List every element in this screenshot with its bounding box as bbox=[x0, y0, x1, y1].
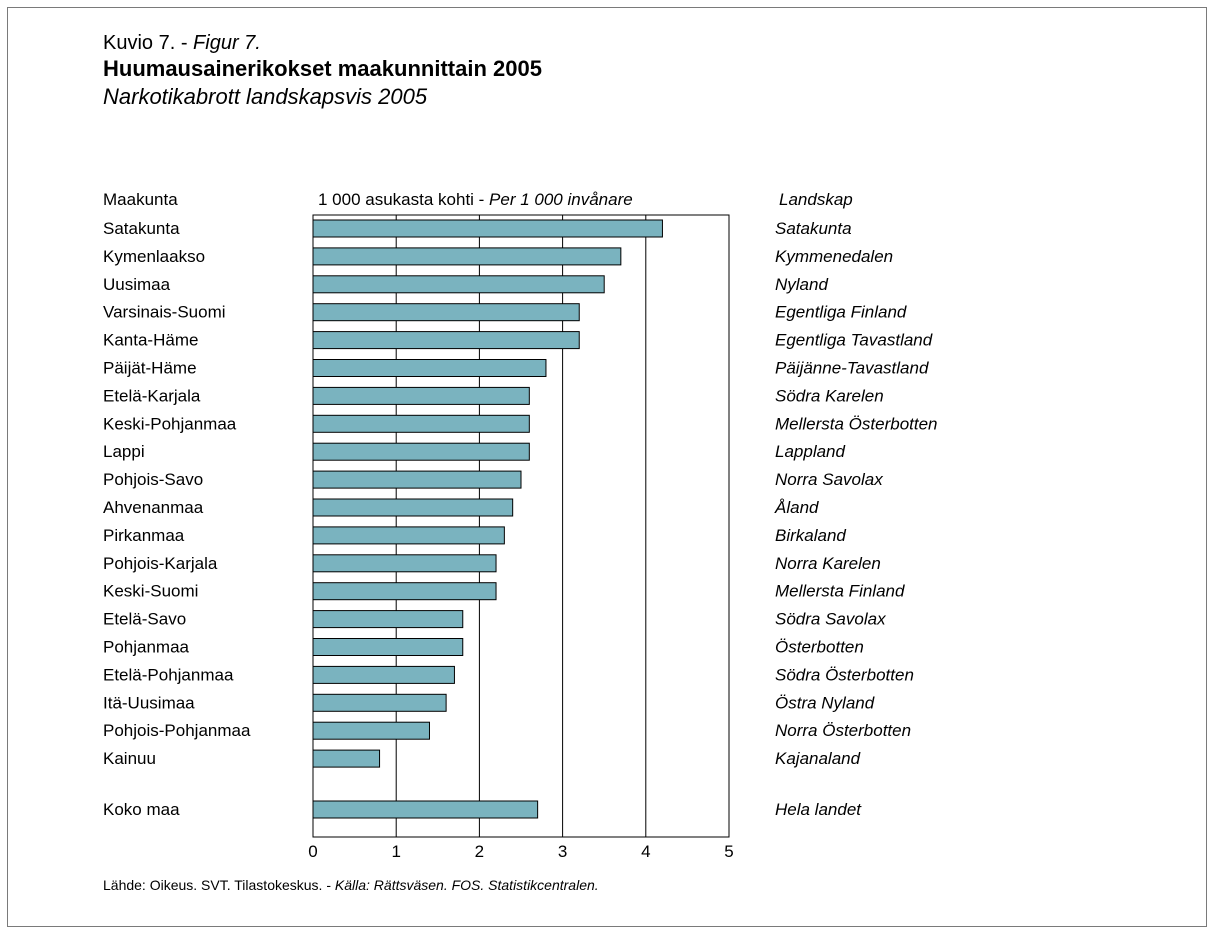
category-label: Keski-Pohjanmaa bbox=[103, 414, 237, 433]
category-label: Varsinais-Suomi bbox=[103, 303, 226, 322]
x-tick-label: 0 bbox=[308, 842, 317, 861]
figure-label-sv: Figur 7. bbox=[193, 32, 261, 54]
category-label-sv: Norra Savolax bbox=[775, 470, 883, 489]
bar bbox=[312, 498, 514, 517]
category-label: Satakunta bbox=[103, 219, 180, 238]
x-tick-label: 1 bbox=[391, 842, 400, 861]
category-label-sv: Österbotten bbox=[775, 638, 864, 657]
category-label: Ahvenanmaa bbox=[103, 498, 204, 517]
bar-chart: Maakunta 1 000 asukasta kohti - Per 1 00… bbox=[103, 190, 938, 861]
category-label: Päijät-Häme bbox=[103, 359, 197, 378]
category-label-sv: Lappland bbox=[775, 442, 846, 461]
bar bbox=[312, 800, 539, 819]
category-label: Itä-Uusimaa bbox=[103, 693, 195, 712]
bar bbox=[312, 638, 464, 656]
figure-label: Kuvio 7. - Figur 7. bbox=[103, 32, 261, 55]
category-label-sv: Södra Österbotten bbox=[775, 665, 914, 684]
category-label: Kanta-Häme bbox=[103, 331, 198, 350]
bar bbox=[312, 470, 522, 489]
bar bbox=[312, 247, 622, 266]
category-label: Pohjois-Savo bbox=[103, 470, 203, 489]
category-label: Lappi bbox=[103, 442, 145, 461]
category-label-sv: Egentliga Finland bbox=[775, 303, 907, 322]
bar bbox=[312, 331, 580, 350]
x-tick-label: 5 bbox=[724, 842, 733, 861]
bar bbox=[312, 219, 663, 238]
column-header-left: Maakunta bbox=[103, 190, 178, 209]
category-label: Etelä-Karjala bbox=[103, 386, 201, 405]
bar bbox=[312, 610, 464, 629]
column-header-middle: 1 000 asukasta kohti - Per 1 000 invånar… bbox=[318, 190, 633, 209]
category-label-sv: Nyland bbox=[775, 275, 828, 294]
category-label-sv: Mellersta Finland bbox=[775, 582, 905, 601]
chart-subtitle: Narkotikabrott landskapsvis 2005 bbox=[103, 84, 428, 109]
category-label-sv: Birkaland bbox=[775, 526, 846, 545]
bar bbox=[312, 303, 580, 322]
bar bbox=[312, 582, 497, 601]
source-sv: Källa: Rättsväsen. FOS. Statistikcentral… bbox=[334, 877, 599, 893]
category-label: Kainuu bbox=[103, 749, 156, 768]
bar bbox=[312, 554, 497, 573]
x-tick-label: 4 bbox=[641, 842, 650, 861]
bar bbox=[312, 526, 505, 545]
x-tick-label: 2 bbox=[475, 842, 484, 861]
chart-title: Huumausainerikokset maakunnittain 2005 bbox=[103, 56, 542, 81]
category-label-sv: Kymmenedalen bbox=[775, 247, 893, 266]
category-label: Pohjanmaa bbox=[103, 638, 190, 657]
source-note: Lähde: Oikeus. SVT. Tilastokeskus. - Käl… bbox=[103, 877, 599, 893]
category-label-sv: Kajanaland bbox=[775, 749, 861, 768]
category-label: Pirkanmaa bbox=[103, 526, 185, 545]
bar bbox=[312, 359, 547, 377]
category-label: Etelä-Savo bbox=[103, 610, 186, 629]
category-label-sv: Päijänne-Tavastland bbox=[775, 359, 929, 378]
category-label-sv: Egentliga Tavastland bbox=[775, 331, 933, 350]
category-label: Uusimaa bbox=[103, 275, 171, 294]
x-tick-label: 3 bbox=[558, 842, 567, 861]
bar bbox=[312, 693, 447, 712]
category-label-sv: Norra Karelen bbox=[775, 554, 881, 573]
bar bbox=[312, 275, 605, 294]
bar bbox=[312, 414, 530, 433]
plot-border bbox=[312, 214, 730, 838]
column-header-middle-sv: Per 1 000 invånare bbox=[489, 190, 633, 209]
category-label-sv: Norra Österbotten bbox=[775, 721, 911, 740]
bar bbox=[312, 721, 430, 740]
column-header-right: Landskap bbox=[779, 190, 853, 209]
category-label: Koko maa bbox=[103, 800, 180, 819]
category-label: Etelä-Pohjanmaa bbox=[103, 665, 234, 684]
category-label-sv: Södra Karelen bbox=[775, 386, 884, 405]
category-label-sv: Södra Savolax bbox=[775, 610, 886, 629]
category-label-sv: Mellersta Österbotten bbox=[775, 414, 938, 433]
category-label: Pohjois-Pohjanmaa bbox=[103, 721, 251, 740]
plot-area: 0 1 2 3 4 5 Satakunta Satakunta Kymenlaakso Kymme… bbox=[103, 214, 938, 861]
category-label-sv: Satakunta bbox=[775, 219, 852, 238]
category-label-sv: Hela landet bbox=[775, 800, 862, 819]
category-label: Keski-Suomi bbox=[103, 582, 198, 601]
category-label-sv: Åland bbox=[774, 498, 819, 517]
figure-label-fi: Kuvio 7. - bbox=[103, 32, 194, 54]
bar bbox=[312, 386, 530, 405]
bar bbox=[312, 665, 455, 684]
column-header-middle-fi: 1 000 asukasta kohti - bbox=[318, 190, 489, 209]
bar bbox=[312, 442, 530, 461]
category-label-sv: Östra Nyland bbox=[775, 693, 875, 712]
category-label: Kymenlaakso bbox=[103, 247, 205, 266]
category-label: Pohjois-Karjala bbox=[103, 554, 218, 573]
source-fi: Lähde: Oikeus. SVT. Tilastokeskus. - bbox=[103, 877, 335, 893]
bar bbox=[312, 749, 381, 768]
